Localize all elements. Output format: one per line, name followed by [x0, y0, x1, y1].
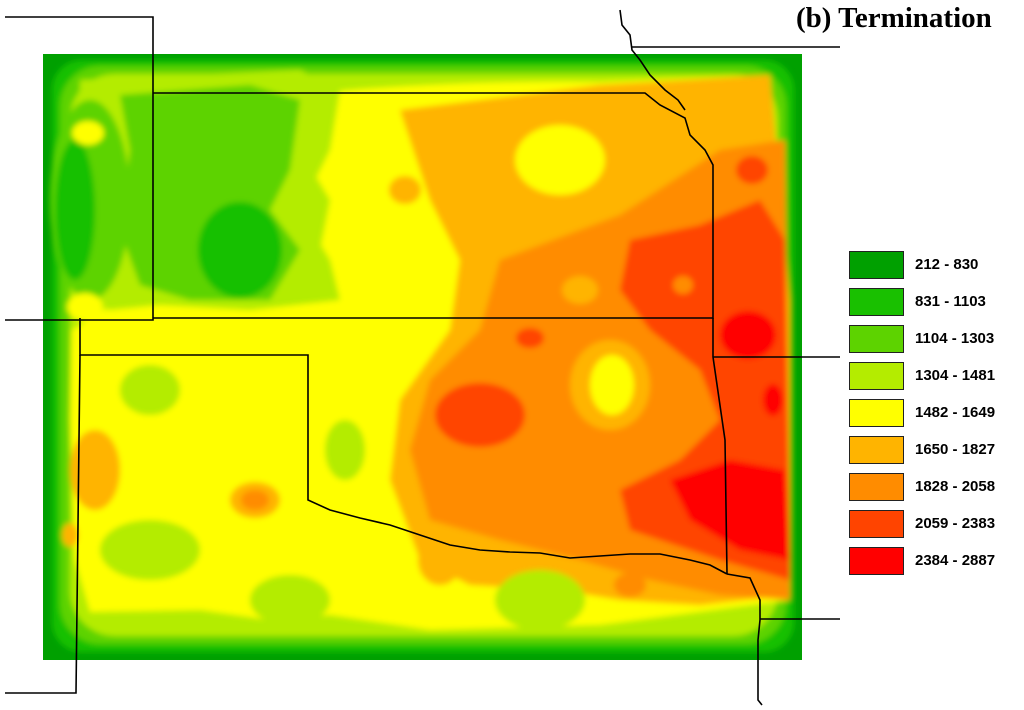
red-orange-spot	[516, 328, 544, 348]
legend-item: 1482 - 1649	[849, 399, 1019, 436]
choropleth-surface	[50, 60, 794, 652]
legend-label: 212 - 830	[915, 256, 979, 273]
legend-swatch	[849, 547, 904, 575]
orange-spot-s2	[418, 535, 462, 585]
legend-swatch	[849, 362, 904, 390]
orange-spot-n2	[415, 120, 435, 136]
state-boundaries	[5, 9, 840, 706]
legend-item: 1650 - 1827	[849, 436, 1019, 473]
map-title: (b) Termination	[796, 2, 992, 34]
yellow-spot-w	[67, 293, 103, 321]
green-patch-c	[120, 365, 180, 415]
orange-spot-n	[389, 176, 421, 204]
legend-swatch	[849, 510, 904, 538]
green-patch-sc	[495, 570, 585, 630]
legend-swatch	[849, 325, 904, 353]
dorange-spot-s	[241, 490, 269, 510]
green-patch-sw	[250, 575, 330, 625]
legend-label: 1650 - 1827	[915, 441, 996, 458]
orange-spot-sw	[70, 430, 120, 510]
legend-swatch	[849, 436, 904, 464]
missouri-river	[619, 9, 686, 111]
legend-item: 1828 - 2058	[849, 473, 1019, 510]
legend-item: 1104 - 1303	[849, 325, 1019, 362]
green-patch-west-core	[55, 140, 95, 280]
legend-swatch	[849, 399, 904, 427]
band-2384-2887-southeast	[670, 460, 790, 560]
legend-label: 1482 - 1649	[915, 404, 996, 421]
map-frame	[43, 54, 802, 660]
legend-label: 1304 - 1481	[915, 367, 996, 384]
legend-swatch	[849, 251, 904, 279]
yellow-spot-c2	[590, 355, 634, 415]
legend-label: 1104 - 1303	[915, 330, 995, 347]
oklahoma-panhandle	[79, 318, 728, 575]
green-patch-s	[100, 520, 200, 580]
legend-label: 2384 - 2887	[915, 552, 996, 569]
band-2384-2887-east	[720, 311, 776, 359]
red-orange-west	[435, 383, 525, 447]
legend-item: 212 - 830	[849, 251, 1019, 288]
kansas-boundary	[153, 92, 714, 319]
green-patch-c2	[325, 420, 365, 480]
red-orange-ne	[736, 156, 768, 184]
missouri-oklahoma-line	[712, 318, 728, 575]
yellow-spot-ne	[515, 125, 605, 195]
legend: 212 - 830 831 - 1103 1104 - 1303 1304 - …	[849, 251, 1019, 584]
legend-item: 2059 - 2383	[849, 510, 1019, 547]
legend-item: 2384 - 2887	[849, 547, 1019, 584]
legend-label: 831 - 1103	[915, 293, 986, 310]
red-spot-e2	[763, 384, 783, 416]
orange-spot-ne	[562, 276, 598, 304]
texas-line	[5, 354, 81, 694]
legend-swatch	[849, 473, 904, 501]
legend-item: 831 - 1103	[849, 288, 1019, 325]
green-patch-core	[198, 202, 282, 298]
legend-label: 2059 - 2383	[915, 515, 996, 532]
orange-spot-sw2	[62, 523, 78, 547]
colorado-boundary-line	[5, 16, 154, 321]
legend-item: 1304 - 1481	[849, 362, 1019, 399]
yellow-spot-nw	[72, 121, 104, 145]
legend-swatch	[849, 288, 904, 316]
legend-label: 1828 - 2058	[915, 478, 996, 495]
orange-spot-e	[673, 276, 693, 294]
red-river-south	[726, 573, 763, 706]
orange-spot-se	[614, 573, 646, 597]
